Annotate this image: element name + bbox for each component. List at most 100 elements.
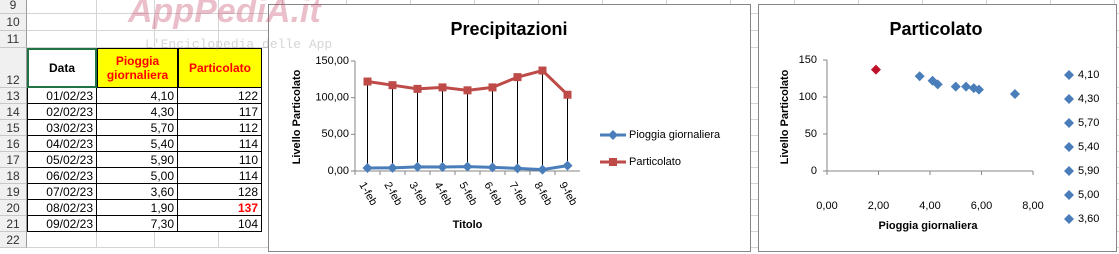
marker [927, 75, 938, 86]
y-tick-label: 150 [799, 54, 817, 66]
table-cell: 06/02/23 [27, 168, 97, 184]
legend-label: 5,00 [1078, 189, 1099, 201]
marker [388, 81, 397, 90]
marker [1064, 118, 1074, 128]
y-axis-title: Livello Particolato [779, 69, 791, 164]
grid-cell [1115, 200, 1119, 216]
table-cell: 137 [178, 200, 262, 216]
row-header: 16 [0, 136, 27, 152]
y-axis-title: Livello Particolato [291, 69, 303, 164]
x-tick-label: 0,00 [816, 200, 837, 212]
y-tick-label: 100,00 [315, 92, 349, 104]
grid-cell [1115, 14, 1119, 31]
table-cell: 122 [178, 88, 262, 104]
marker [438, 83, 447, 92]
grid-cell [27, 0, 97, 14]
chart-title: Particolato [889, 19, 982, 39]
marker [363, 77, 372, 86]
grid-cell [91, 14, 155, 31]
grid-cell [1115, 232, 1119, 248]
grid-cell [1115, 216, 1119, 232]
y-tick-label: 50,00 [321, 128, 349, 140]
marker [513, 73, 522, 82]
legend-label: 5,70 [1078, 117, 1099, 129]
marker [462, 161, 473, 172]
grid-cell [91, 31, 155, 48]
y-tick-label: 0 [811, 165, 817, 177]
table-cell: 4,10 [97, 88, 178, 104]
marker [1064, 190, 1074, 200]
marker [1064, 142, 1074, 152]
table-cell: 7,30 [97, 216, 178, 232]
legend-label: 4,30 [1078, 93, 1099, 105]
marker [387, 162, 398, 173]
table-cell: 1,90 [97, 200, 178, 216]
table-cell: 110 [178, 152, 262, 168]
row-header: 20 [0, 200, 27, 216]
table-cell: 112 [178, 120, 262, 136]
grid-cell [1115, 184, 1119, 200]
x-tick-label: 8,00 [1022, 200, 1043, 212]
grid-cell [155, 232, 219, 248]
marker [932, 79, 943, 90]
x-tick-label: 2,00 [868, 200, 889, 212]
y-tick-label: 100 [799, 91, 817, 103]
row-header: 15 [0, 120, 27, 136]
table-cell: 08/02/23 [27, 200, 97, 216]
grid-cell [1115, 152, 1119, 168]
marker [1009, 89, 1020, 100]
grid-cell [1115, 120, 1119, 136]
row-header: 13 [0, 88, 27, 104]
marker [487, 162, 498, 173]
marker [1064, 70, 1074, 80]
table-cell: 114 [178, 168, 262, 184]
legend-label: Pioggia giornaliera [629, 129, 721, 141]
marker [512, 163, 523, 174]
grid-cell [1115, 168, 1119, 184]
x-tick-label: 6,00 [971, 200, 992, 212]
row-header: 17 [0, 152, 27, 168]
marker [968, 83, 979, 94]
grid-cell [1115, 48, 1119, 88]
header-cell: Pioggia giornaliera [97, 48, 178, 88]
header-cell: Data [27, 48, 97, 88]
legend-label: 3,60 [1078, 213, 1099, 225]
x-axis-title: Titolo [453, 219, 483, 231]
table-cell: 3,60 [97, 184, 178, 200]
legend-label: 5,40 [1078, 141, 1099, 153]
row-header: 12 [0, 48, 27, 88]
table-cell: 5,90 [97, 152, 178, 168]
table-cell: 5,70 [97, 120, 178, 136]
table-cell: 05/02/23 [27, 152, 97, 168]
marker [609, 158, 617, 166]
marker [1064, 166, 1074, 176]
marker [413, 84, 422, 93]
legend-label: 4,10 [1078, 69, 1099, 81]
table-cell: 01/02/23 [27, 88, 97, 104]
marker [870, 64, 881, 75]
y-tick-label: 0,00 [328, 165, 349, 177]
grid-cell [1115, 31, 1119, 48]
table-cell: 104 [178, 216, 262, 232]
row-header: 10 [0, 14, 27, 31]
grid-cell [27, 14, 97, 31]
table-cell: 07/02/23 [27, 184, 97, 200]
marker [537, 164, 548, 175]
row-header: 21 [0, 216, 27, 232]
grid-cell [155, 14, 219, 31]
marker [1064, 214, 1074, 224]
marker [608, 130, 618, 140]
scatter-chart: Particolato 0 50 100 150 0,00 2,00 4,00 6,00 8,00… [758, 4, 1117, 252]
y-tick-label: 50 [805, 128, 817, 140]
grid-cell [91, 232, 155, 248]
table-cell: 5,00 [97, 168, 178, 184]
y-tick-label: 150,00 [315, 55, 349, 67]
table-cell: 5,40 [97, 136, 178, 152]
row-header: 14 [0, 104, 27, 120]
marker [961, 81, 972, 92]
chart-area [758, 4, 1117, 252]
legend-label: 5,90 [1078, 165, 1099, 177]
row-header: 22 [0, 232, 27, 248]
grid-cell [1115, 88, 1119, 104]
table-cell: 09/02/23 [27, 216, 97, 232]
